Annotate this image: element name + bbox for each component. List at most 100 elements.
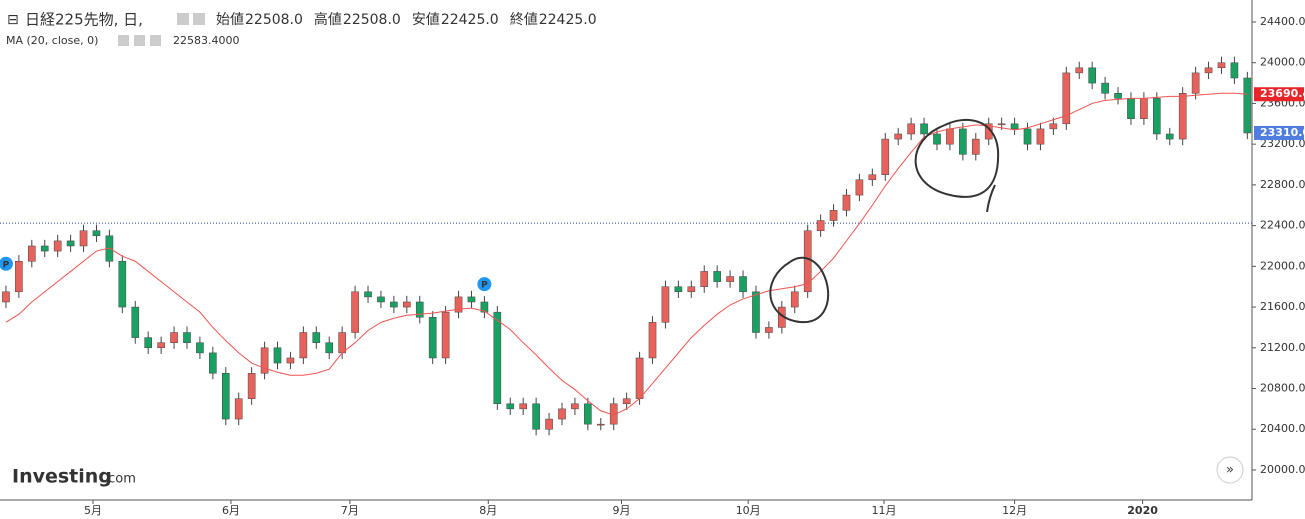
x-tick-label: 2020 [1127, 504, 1158, 517]
ma-line [5, 92, 1248, 416]
scroll-icon[interactable]: » [1226, 463, 1234, 478]
candle-body [842, 194, 851, 211]
price-tag [1254, 87, 1304, 102]
candle-body [1230, 62, 1239, 79]
candle-body [1088, 67, 1096, 84]
candle-body [648, 322, 657, 359]
candle-body [829, 210, 838, 221]
candle-body [739, 276, 747, 293]
candle-body [674, 286, 683, 293]
candle-body [338, 332, 346, 354]
candle-body [1075, 67, 1084, 74]
indicator-name: MA (20, close, 0) [6, 34, 98, 47]
candle-body [2, 291, 10, 303]
x-tick-label: 9月 [612, 504, 630, 517]
candle-body [920, 123, 928, 135]
candle-body [661, 286, 670, 323]
candle-body [364, 291, 372, 298]
candle-body [247, 372, 256, 399]
candle-body [157, 342, 165, 349]
candle-body [299, 332, 308, 359]
candle-body [1036, 128, 1045, 145]
header-label: 終値 [510, 12, 538, 28]
x-tick-label: 10月 [736, 504, 761, 517]
event-label: P [481, 281, 488, 291]
candle-body [596, 423, 605, 426]
hand-circle [769, 256, 830, 324]
indicator-value: 22583.4000 [173, 34, 239, 47]
chart-title: 日経225先物, 日, [25, 11, 143, 29]
y-tick-label: 22400.0 [1260, 219, 1305, 232]
candle-body [790, 291, 799, 308]
x-tick-label: 12月 [1002, 504, 1027, 517]
candle-body [92, 230, 101, 237]
candle-body [351, 291, 359, 333]
icon[interactable] [177, 13, 189, 25]
candle-body [415, 301, 424, 318]
candle-body [209, 352, 217, 374]
candle-body [1127, 98, 1135, 119]
y-tick-label: 20000.0 [1260, 463, 1305, 476]
ohlc-header: 始値 22508.0 高値 22508.0 安値 22425.0 終値 22425.0 [216, 11, 597, 28]
candle-body [377, 296, 385, 303]
y-tick-label: 20400.0 [1260, 422, 1305, 435]
price-tag-label: 23690.4 [1260, 87, 1305, 100]
y-tick-label: 21200.0 [1260, 341, 1305, 354]
y-tick-label: 24400.0 [1260, 15, 1305, 28]
candle-body [286, 357, 295, 364]
candle-body [1191, 72, 1200, 94]
candle-body [713, 271, 721, 282]
candle-body [312, 332, 321, 343]
candle-body [1114, 93, 1122, 99]
icon[interactable] [193, 13, 205, 25]
candle-body [221, 372, 230, 420]
candle-body [687, 286, 696, 293]
icon[interactable] [118, 35, 129, 46]
scroll-button[interactable] [1216, 456, 1244, 484]
candle-body [493, 311, 502, 405]
icon[interactable] [134, 35, 145, 46]
x-tick-label: 6月 [222, 504, 240, 517]
plot [0, 56, 1252, 436]
x-tick-label: 8月 [479, 504, 497, 517]
candle-body [144, 337, 152, 349]
candle-body [170, 332, 178, 343]
candle-body [390, 301, 398, 308]
candle-body [558, 408, 566, 420]
icon[interactable] [150, 35, 161, 46]
candle-body [40, 245, 49, 252]
candle-body [196, 342, 204, 354]
candle-body [53, 240, 62, 252]
y-tick-label: 20800.0 [1260, 382, 1305, 395]
candle-body [571, 403, 579, 410]
candle-body [131, 306, 140, 338]
logo: Investing [12, 466, 112, 488]
header-label: 始値 [216, 12, 244, 28]
event-label: P [3, 260, 10, 270]
candle-body [726, 276, 734, 282]
candle-body [183, 332, 191, 343]
header-value: 22425.0 [441, 12, 499, 28]
candle-body [816, 220, 825, 231]
candle-body [79, 230, 88, 247]
candle-body [519, 403, 528, 410]
candle-body [622, 398, 631, 405]
candle-body [635, 357, 644, 399]
candle-body [273, 347, 282, 364]
candle-body [933, 133, 941, 145]
candle-body [1023, 128, 1032, 145]
candle-body [28, 245, 36, 262]
candle-body [441, 311, 450, 359]
y-tick-label: 23200.0 [1260, 137, 1305, 150]
collapse-icon[interactable]: ⊟ [7, 12, 19, 28]
candle-body [997, 123, 1006, 126]
candle-body [894, 133, 903, 140]
candle-body [1140, 98, 1148, 119]
price-tag-label: 23310.0 [1260, 126, 1305, 139]
candle-body [480, 301, 489, 313]
candle-body [752, 291, 760, 333]
candle-body [803, 230, 812, 293]
candle-body [532, 403, 540, 430]
